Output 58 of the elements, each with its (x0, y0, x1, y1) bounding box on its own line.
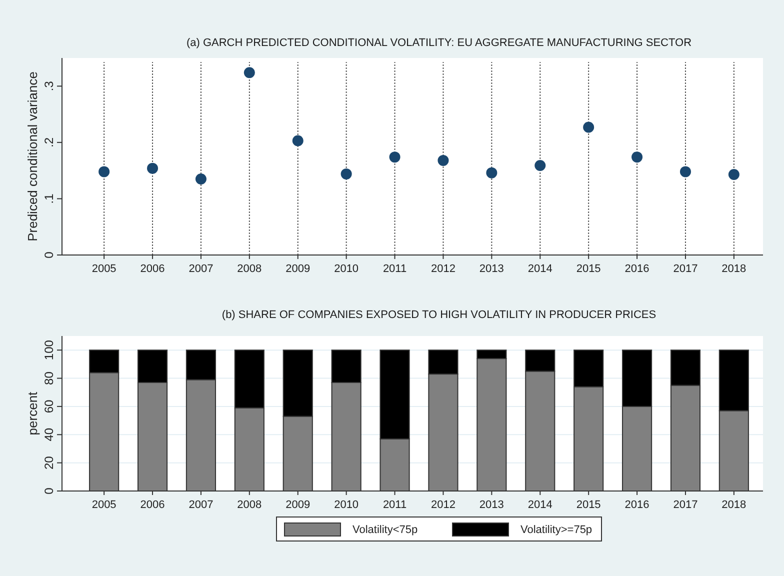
y-tick-label: 0 (42, 487, 56, 494)
y-tick-label: 60 (42, 399, 56, 414)
x-tick-label: 2013 (479, 499, 504, 511)
y-tick-label: .3 (42, 80, 56, 92)
x-tick-label: 2014 (528, 263, 552, 275)
x-tick-label: 2011 (382, 263, 407, 275)
x-tick-label: 2016 (624, 263, 650, 275)
point (632, 152, 643, 163)
x-tick-label: 2005 (92, 263, 116, 275)
x-tick-label: 2012 (430, 263, 456, 275)
x-tick-label: 2006 (140, 263, 165, 275)
x-tick-label: 2018 (722, 263, 746, 275)
x-tick-label: 2009 (286, 499, 310, 511)
point (340, 168, 352, 180)
x-tick-label: 2016 (624, 499, 650, 511)
x-tick-label: 2010 (334, 499, 359, 511)
point (389, 152, 400, 163)
x-tick-label: 2013 (479, 263, 504, 275)
point (583, 122, 594, 133)
point (728, 169, 740, 180)
x-tick-label: 2015 (576, 499, 601, 511)
point (486, 167, 498, 178)
point (147, 162, 158, 174)
y-tick-label: .2 (42, 137, 56, 148)
point (292, 135, 304, 146)
point (680, 166, 691, 178)
point (195, 174, 206, 185)
x-tick-label: 2012 (430, 499, 456, 511)
point (244, 67, 255, 78)
x-tick-label: 2010 (334, 263, 359, 275)
y-tick-label: .1 (42, 193, 56, 204)
y-tick-label: 20 (42, 456, 56, 470)
point (438, 154, 449, 166)
point (98, 166, 110, 178)
x-tick-label: 2014 (528, 499, 552, 511)
y-tick-label: 80 (42, 371, 56, 385)
x-tick-label: 2007 (188, 499, 214, 511)
text: Volatility>=75p (520, 524, 592, 536)
x-tick-label: 2011 (382, 499, 407, 511)
text: Volatility<75p (352, 524, 418, 536)
point (534, 160, 546, 172)
x-tick-label: 2008 (237, 499, 262, 511)
y-tick-label: 100 (42, 340, 56, 360)
x-tick-label: 2006 (140, 499, 165, 511)
y-axis-title: percent (25, 391, 40, 436)
x-tick-label: 2005 (92, 499, 116, 511)
x-tick-label: 2007 (188, 263, 214, 275)
chart-title: (b) SHARE OF COMPANIES EXPOSED TO HIGH VOLATILITY IN PRODUCER PRICES (222, 309, 656, 321)
y-axis-title: Prediced conditional variance (25, 72, 40, 242)
x-tick-label: 2008 (237, 263, 262, 275)
x-tick-label: 2017 (673, 263, 698, 275)
chart-title: (a) GARCH PREDICTED CONDITIONAL VOLATILITY: EU AGGREGATE MANUFACTURING SECTOR (186, 37, 692, 49)
y-tick-label: 0 (42, 251, 56, 258)
x-tick-label: 2017 (673, 499, 698, 511)
x-tick-label: 2015 (576, 263, 601, 275)
y-tick-label: 40 (42, 428, 56, 442)
x-tick-label: 2018 (722, 499, 746, 511)
x-tick-label: 2009 (286, 263, 310, 275)
